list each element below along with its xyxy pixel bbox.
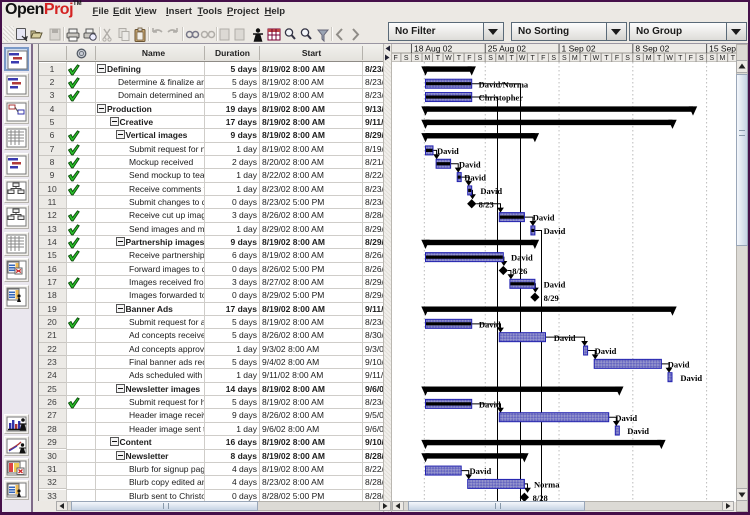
svg-text:David: David xyxy=(680,373,702,383)
svg-text:8/26: 8/26 xyxy=(512,266,527,276)
svg-text:T: T xyxy=(657,55,662,62)
svg-text:F: F xyxy=(541,55,545,62)
svg-text:T: T xyxy=(436,55,441,62)
svg-text:T: T xyxy=(531,55,536,62)
svg-text:S: S xyxy=(404,55,409,62)
svg-text:M: M xyxy=(572,55,578,62)
svg-text:1 Sep 02: 1 Sep 02 xyxy=(562,44,596,54)
svg-text:8/29: 8/29 xyxy=(544,293,559,303)
svg-text:M: M xyxy=(424,55,430,62)
svg-text:S: S xyxy=(562,55,567,62)
svg-text:M: M xyxy=(719,55,725,62)
svg-text:David: David xyxy=(480,186,502,196)
svg-text:F: F xyxy=(615,55,619,62)
svg-text:T: T xyxy=(457,55,462,62)
svg-text:S: S xyxy=(551,55,556,62)
svg-text:F: F xyxy=(467,55,471,62)
svg-text:David: David xyxy=(615,413,637,423)
svg-text:T: T xyxy=(678,55,683,62)
svg-text:8/23: 8/23 xyxy=(479,199,494,209)
svg-text:David: David xyxy=(459,159,481,169)
svg-text:W: W xyxy=(593,55,600,62)
svg-text:Norma: Norma xyxy=(534,480,560,490)
svg-text:F: F xyxy=(689,55,693,62)
svg-text:T: T xyxy=(604,55,609,62)
svg-text:S: S xyxy=(636,55,641,62)
svg-text:25 Aug 02: 25 Aug 02 xyxy=(488,44,527,54)
svg-text:S: S xyxy=(488,55,493,62)
svg-text:S: S xyxy=(699,55,704,62)
svg-text:W: W xyxy=(666,55,673,62)
svg-text:W: W xyxy=(519,55,526,62)
svg-text:T: T xyxy=(509,55,514,62)
svg-text:David: David xyxy=(668,359,690,369)
svg-text:David: David xyxy=(554,333,576,343)
svg-text:David: David xyxy=(544,279,566,289)
svg-text:Christopher: Christopher xyxy=(479,93,524,103)
svg-text:S: S xyxy=(414,55,419,62)
svg-text:David: David xyxy=(627,426,649,436)
svg-text:David: David xyxy=(437,146,459,156)
svg-text:F: F xyxy=(394,55,398,62)
svg-text:W: W xyxy=(445,55,452,62)
svg-text:David: David xyxy=(464,173,486,183)
svg-text:David: David xyxy=(544,226,566,236)
svg-text:David: David xyxy=(479,399,501,409)
svg-text:15 Sep 02: 15 Sep 02 xyxy=(709,44,736,54)
svg-text:David/Norma: David/Norma xyxy=(479,79,529,89)
svg-text:David: David xyxy=(533,213,555,223)
svg-text:S: S xyxy=(625,55,630,62)
svg-text:S: S xyxy=(710,55,715,62)
svg-text:David: David xyxy=(479,319,501,329)
svg-text:M: M xyxy=(498,55,504,62)
svg-text:8/28: 8/28 xyxy=(533,493,548,502)
svg-text:T: T xyxy=(731,55,736,62)
svg-text:S: S xyxy=(478,55,483,62)
svg-text:David: David xyxy=(511,253,533,263)
svg-text:David: David xyxy=(595,346,617,356)
svg-text:18 Aug 02: 18 Aug 02 xyxy=(414,44,453,54)
svg-text:David: David xyxy=(470,466,492,476)
svg-text:M: M xyxy=(646,55,652,62)
svg-text:T: T xyxy=(583,55,588,62)
svg-text:8 Sep 02: 8 Sep 02 xyxy=(635,44,669,54)
